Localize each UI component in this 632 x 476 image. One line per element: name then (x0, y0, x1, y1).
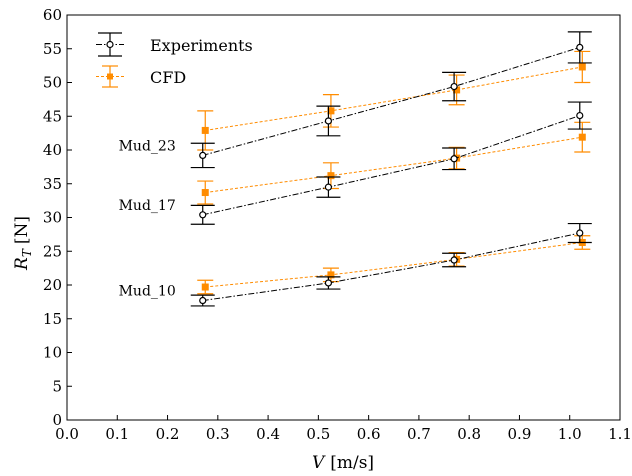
experiments-point (199, 151, 207, 159)
y-tick-label: 55 (43, 40, 62, 58)
x-tick-label: 0.9 (508, 425, 532, 443)
experiments-point (199, 211, 207, 219)
x-axis-label-main: V (312, 453, 326, 473)
x-tick-label: 1.0 (558, 425, 582, 443)
experiments-point (576, 229, 584, 237)
y-tick-label: 20 (43, 276, 62, 294)
cfd-point (201, 189, 209, 197)
experiments-point (450, 155, 458, 163)
cfd-line-mud-17 (205, 136, 583, 194)
cfd-point (453, 86, 461, 94)
y-tick-label: 40 (43, 141, 62, 159)
experiments-line-mud-10 (202, 232, 580, 302)
cfd-line-mud-10 (205, 241, 583, 288)
cfd-point (201, 283, 209, 291)
x-tick-label: 0.1 (105, 425, 129, 443)
y-tick-label: 5 (52, 377, 62, 395)
x-tick-label: 0.7 (407, 425, 431, 443)
y-axis-label-unit: [N] (12, 216, 32, 244)
y-axis-label-sub: T (20, 248, 34, 257)
group-label-mud-17: Mud_17 (119, 198, 176, 214)
y-axis-label-main: R (12, 257, 32, 271)
y-tick-label: 0 (52, 411, 62, 429)
y-tick-label: 10 (43, 344, 62, 362)
x-tick-label: 0.6 (357, 425, 381, 443)
group-label-mud-10: Mud_10 (119, 284, 176, 300)
y-tick-label: 35 (43, 175, 62, 193)
cfd-point (578, 63, 586, 71)
x-tick-label: 0.4 (256, 425, 280, 443)
tick-layer: 0.0 0.1 0.2 0.3 0.4 0.5 0.6 0.7 0.8 0.9 1.0 1.1 0 5 10… (43, 6, 632, 443)
x-tick-label: 0.8 (457, 425, 481, 443)
cfd-point (327, 271, 335, 279)
y-tick-label: 50 (43, 74, 62, 92)
cfd-point (327, 107, 335, 115)
y-tick-label: 15 (43, 310, 62, 328)
experiments-line-mud-17 (202, 115, 580, 216)
x-tick-label: 0.3 (206, 425, 230, 443)
cfd-point (201, 126, 209, 134)
experiments-point (576, 111, 584, 120)
x-axis-label-unit: [m/s] (330, 453, 374, 473)
y-axis-label: RT [N] (12, 216, 34, 271)
x-axis-label: V [m/s] (312, 453, 374, 473)
legend-label-experiments: Experiments (150, 36, 253, 55)
experiments-point (450, 256, 458, 264)
y-tick-label: 60 (43, 6, 62, 24)
cfd-point (578, 133, 586, 141)
legend-label-cfd: CFD (150, 68, 186, 87)
x-tick-label: 0.5 (306, 425, 330, 443)
x-tick-label: 0.0 (55, 425, 79, 443)
cfd-point (327, 172, 335, 180)
legend: Experiments CFD (96, 32, 253, 88)
legend-marker-experiments (96, 32, 124, 57)
y-tick-label: 45 (43, 107, 62, 125)
x-tick-label: 0.2 (156, 425, 180, 443)
series-layer (190, 31, 592, 307)
y-tick-label: 30 (43, 209, 62, 227)
annotation-layer: Mud_10 Mud_17 Mud_23 (119, 138, 176, 299)
experiments-point (576, 43, 584, 52)
experiments-point (324, 279, 333, 287)
group-label-mud-23: Mud_23 (119, 138, 176, 154)
x-tick-label: 1.1 (608, 425, 632, 443)
experiments-point (324, 117, 333, 125)
experiments-line-mud-23 (202, 46, 580, 156)
experiments-point (324, 183, 333, 191)
y-tick-label: 25 (43, 242, 62, 260)
experiments-point (450, 82, 458, 91)
legend-marker-cfd (96, 65, 124, 88)
experiments-point (199, 296, 207, 305)
cfd-line-mud-23 (205, 66, 583, 131)
